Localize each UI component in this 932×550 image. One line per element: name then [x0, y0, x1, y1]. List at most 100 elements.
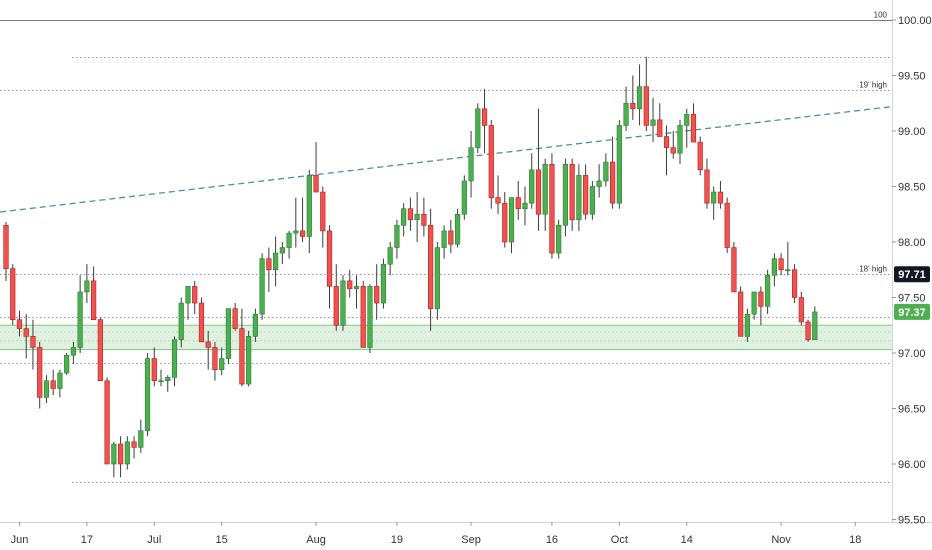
- candle-body: [225, 308, 232, 359]
- candle-body: [549, 164, 555, 254]
- candle: [232, 303, 238, 331]
- candle-body: [643, 86, 649, 126]
- candle-body: [23, 328, 29, 337]
- x-tick-label: 15: [216, 534, 228, 546]
- candle-body: [414, 213, 420, 221]
- candle: [158, 369, 164, 387]
- y-tick-label: 99.00: [898, 126, 926, 138]
- candle-body: [401, 208, 407, 226]
- candle: [623, 86, 629, 131]
- candle-body: [374, 286, 380, 304]
- candle-body: [731, 247, 737, 293]
- candle-body: [650, 119, 656, 126]
- candle: [252, 308, 258, 342]
- candle: [320, 186, 326, 248]
- candle-body: [313, 175, 319, 193]
- candle: [97, 317, 103, 382]
- candle-body: [623, 102, 629, 126]
- candle: [198, 297, 205, 343]
- candle: [684, 108, 690, 148]
- candle-body: [158, 380, 164, 383]
- candle-body: [326, 230, 333, 287]
- candle-body: [91, 280, 97, 321]
- candle-body: [70, 347, 76, 356]
- candle: [77, 275, 83, 353]
- candle: [266, 247, 272, 292]
- candle: [421, 197, 427, 237]
- candle: [272, 236, 279, 287]
- candle-body: [508, 197, 515, 243]
- candle-body: [616, 125, 622, 204]
- candle-body: [84, 280, 90, 293]
- candle: [771, 253, 777, 287]
- candle-body: [778, 258, 784, 271]
- x-tick-label: Jun: [11, 534, 29, 546]
- candle: [279, 242, 285, 265]
- candle-body: [387, 247, 393, 265]
- candle: [805, 319, 811, 342]
- candle: [360, 280, 366, 348]
- candle-body: [596, 180, 602, 187]
- candle-body: [529, 169, 535, 204]
- candle-body: [690, 114, 697, 143]
- price-badge-label: 97.37: [898, 307, 926, 319]
- candle: [144, 353, 151, 437]
- candle-body: [299, 230, 306, 237]
- candle: [313, 142, 319, 193]
- candle: [333, 264, 339, 331]
- candle: [650, 97, 656, 143]
- candle-body: [407, 208, 414, 221]
- x-tick-label: 17: [81, 534, 93, 546]
- candle-body: [117, 443, 124, 465]
- candle-body: [771, 258, 777, 276]
- candle: [461, 175, 467, 220]
- candle: [111, 441, 117, 478]
- candle: [522, 186, 528, 226]
- candle-body: [481, 108, 488, 126]
- candle-body: [502, 202, 508, 243]
- y-tick-label: 96.50: [898, 404, 926, 416]
- candle: [609, 136, 616, 209]
- candle: [549, 153, 555, 259]
- x-tick-label: Nov: [771, 534, 791, 546]
- candle-body: [522, 202, 528, 209]
- candle-body: [37, 347, 43, 398]
- candle-body: [636, 86, 643, 110]
- candle-body: [286, 232, 292, 248]
- price-badge-label: 97.71: [898, 269, 926, 281]
- candle: [293, 197, 299, 248]
- price-badges-layer: 97.71 97.37: [894, 266, 930, 320]
- candle: [299, 197, 306, 242]
- candle-body: [212, 347, 218, 370]
- candle: [10, 264, 16, 326]
- candle-body: [583, 175, 589, 215]
- candle: [643, 56, 649, 131]
- candle-body: [441, 230, 447, 248]
- candle: [765, 269, 771, 315]
- candle-body: [43, 380, 50, 398]
- candle: [556, 219, 562, 259]
- candle: [583, 164, 589, 220]
- candle: [731, 242, 737, 293]
- candle-body: [151, 358, 157, 382]
- support-zone-layer: [0, 324, 892, 351]
- y-tick-label: 100.00: [898, 15, 932, 27]
- candle-body: [488, 125, 494, 198]
- candle: [751, 291, 757, 320]
- candle: [738, 286, 744, 337]
- candle: [104, 377, 110, 465]
- candle-body: [589, 186, 595, 215]
- candle-body: [367, 286, 373, 348]
- candle-body: [192, 286, 198, 304]
- candle: [670, 131, 676, 159]
- candle-body: [306, 175, 312, 237]
- candle: [717, 180, 724, 209]
- candle: [401, 203, 407, 237]
- candle-body: [165, 377, 171, 382]
- candle: [70, 341, 76, 365]
- x-tick-label: Sep: [461, 534, 481, 546]
- candle: [380, 258, 387, 309]
- candle: [326, 225, 333, 309]
- candle: [434, 242, 440, 320]
- candle: [91, 266, 97, 321]
